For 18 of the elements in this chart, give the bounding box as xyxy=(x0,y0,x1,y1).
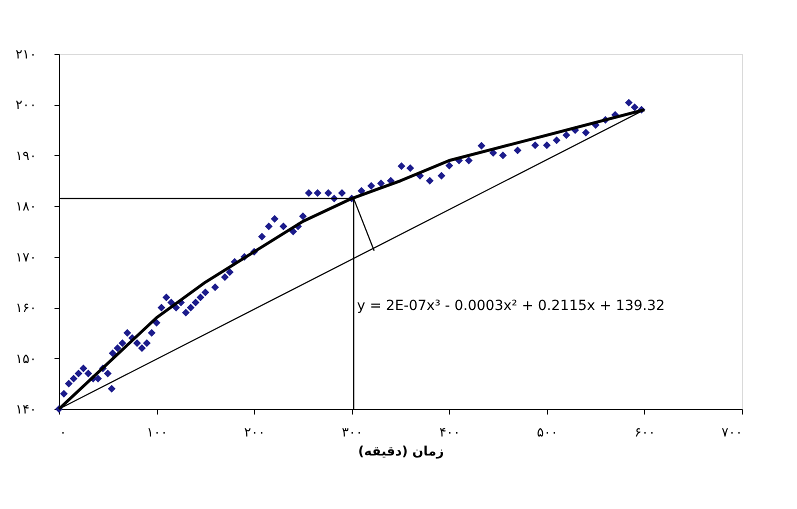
x-tick-label: ۲۰۰ xyxy=(244,426,266,440)
y-tick-label: ۱۴۰ xyxy=(16,402,36,418)
y-tick-label: ۱۵۰ xyxy=(16,352,36,367)
x-tick-label: ۷۰۰ xyxy=(722,426,742,440)
y-tick-label: ۲۱۰ xyxy=(16,48,36,62)
x-tick-label: ۵۰۰ xyxy=(536,426,558,440)
x-tick-label: ۰ xyxy=(60,426,66,440)
annotation: y = 2E-07x³ - 0.0003x² + 0.2115x + 139.32 xyxy=(357,298,665,314)
y-tick-label: ۲۰۰ xyxy=(16,98,36,114)
x-axis-title: زمان (دقیقه) xyxy=(358,444,444,460)
x-tick-label: ۶۰۰ xyxy=(634,426,656,440)
x-tick-label: ۳۰۰ xyxy=(342,426,363,440)
y-tick-label: ۱۶۰ xyxy=(16,301,36,316)
x-tick-label: ۴۰۰ xyxy=(439,426,460,440)
x-tick-label: ۱۰۰ xyxy=(146,426,168,440)
y-tick-label: ۱۹۰ xyxy=(16,148,36,164)
y-tick-label: ۱۷۰ xyxy=(16,250,36,266)
y-tick-label: ۱۸۰ xyxy=(16,200,36,215)
